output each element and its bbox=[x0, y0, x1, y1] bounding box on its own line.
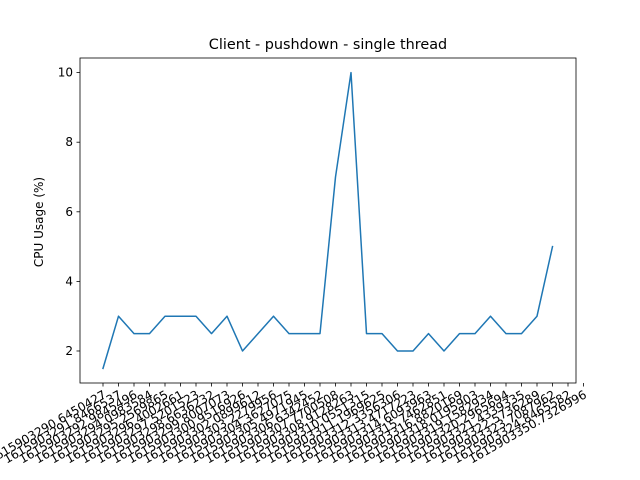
series-line bbox=[102, 71, 554, 370]
y-tick-label: 8 bbox=[65, 135, 73, 149]
x-axis-ticks: 1615903290.64504271615903291.84665371615… bbox=[0, 383, 589, 466]
y-tick-label: 10 bbox=[58, 66, 73, 80]
y-tick-label: 6 bbox=[65, 205, 73, 219]
y-axis-label: CPU Usage (%) bbox=[32, 177, 46, 267]
y-tick-label: 2 bbox=[65, 344, 73, 358]
y-axis-ticks: 2 4 6 8 10 bbox=[58, 66, 80, 358]
y-tick-label: 4 bbox=[65, 274, 73, 288]
chart-title: Client - pushdown - single thread bbox=[209, 37, 447, 53]
plot-frame bbox=[79, 57, 577, 384]
